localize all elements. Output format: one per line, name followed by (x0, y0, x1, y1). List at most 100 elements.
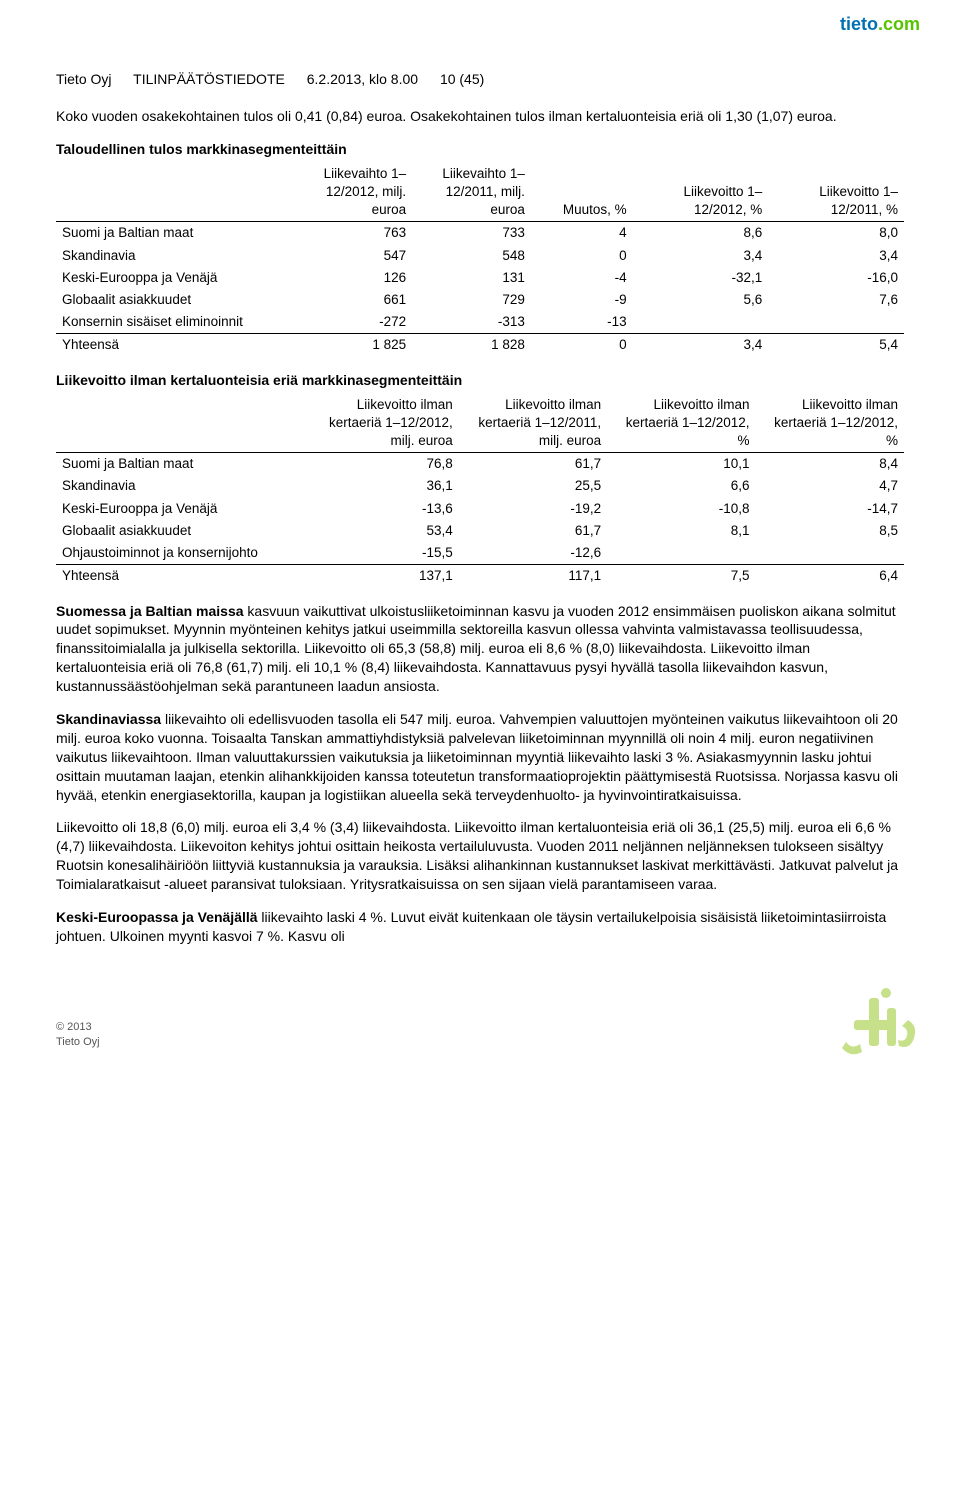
table-cell: 8,5 (756, 520, 904, 542)
table-cell: 0 (531, 245, 633, 267)
table-cell: -10,8 (607, 498, 755, 520)
table-row: Keski-Eurooppa ja Venäjä126131-4-32,1-16… (56, 267, 904, 289)
lead-finland: Suomessa ja Baltian maissa (56, 603, 244, 619)
table-cell: -19,2 (459, 498, 607, 520)
table-cell: 61,7 (459, 453, 607, 476)
table-cell: Skandinavia (56, 245, 293, 267)
lead-skandinavia: Skandinaviassa (56, 711, 161, 727)
t1-h1: Liikevaihto 1–12/2012, milj. euroa (293, 163, 412, 222)
table-cell: 36,1 (310, 475, 458, 497)
table-cell (607, 542, 755, 565)
table-cell: Keski-Eurooppa ja Venäjä (56, 267, 293, 289)
logo-prefix: tieto (840, 14, 878, 34)
table-cell: 61,7 (459, 520, 607, 542)
header-date: 6.2.2013, klo 8.00 (307, 71, 418, 87)
brand-logo-top: tieto.com (840, 12, 920, 36)
brand-logo-bottom (814, 980, 924, 1070)
t2-h2: Liikevoitto ilman kertaeriä 1–12/2011, m… (459, 394, 607, 453)
table-cell: 6,4 (756, 565, 904, 588)
table-cell: 8,1 (607, 520, 755, 542)
t1-h0 (56, 163, 293, 222)
table-cell: Suomi ja Baltian maat (56, 453, 310, 476)
paragraph-skandinavia: Skandinaviassa liikevaihto oli edellisvu… (56, 710, 904, 804)
table-cell: -13,6 (310, 498, 458, 520)
table-cell: -16,0 (768, 267, 904, 289)
table-cell: -313 (412, 311, 531, 334)
paragraph-finland: Suomessa ja Baltian maissa kasvuun vaiku… (56, 602, 904, 696)
table-row: Globaalit asiakkuudet53,461,78,18,5 (56, 520, 904, 542)
table-row: Yhteensä1 8251 82803,45,4 (56, 334, 904, 357)
table-cell: 3,4 (633, 334, 769, 357)
table-cell: 7,6 (768, 289, 904, 311)
t1-h2: Liikevaihto 1–12/2011, milj. euroa (412, 163, 531, 222)
table-cell: 0 (531, 334, 633, 357)
table-cell (768, 311, 904, 334)
lead-central-europe: Keski-Euroopassa ja Venäjällä (56, 909, 258, 925)
paragraph-central-europe: Keski-Euroopassa ja Venäjällä liikevaiht… (56, 908, 904, 946)
t2-h4: Liikevoitto ilman kertaeriä 1–12/2012, % (756, 394, 904, 453)
table-cell: Suomi ja Baltian maat (56, 222, 293, 245)
table-segment-op-excl: Liikevoitto ilman kertaeriä 1–12/2012, m… (56, 394, 904, 588)
table-cell: 547 (293, 245, 412, 267)
header-doctype: TILINPÄÄTÖSTIEDOTE (133, 71, 285, 87)
table-cell: Ohjaustoiminnot ja konsernijohto (56, 542, 310, 565)
table-cell: 8,4 (756, 453, 904, 476)
table-row: Skandinavia54754803,43,4 (56, 245, 904, 267)
table-cell (633, 311, 769, 334)
table-cell: 4 (531, 222, 633, 245)
table-row: Globaalit asiakkuudet661729-95,67,6 (56, 289, 904, 311)
footer-company: Tieto Oyj (56, 1035, 100, 1050)
table-cell: 53,4 (310, 520, 458, 542)
t1-h5: Liikevoitto 1–12/2011, % (768, 163, 904, 222)
table-cell: -272 (293, 311, 412, 334)
intro-paragraph: Koko vuoden osakekohtainen tulos oli 0,4… (56, 107, 904, 126)
table-cell: 5,6 (633, 289, 769, 311)
table-cell: 661 (293, 289, 412, 311)
paragraph-operating-profit: Liikevoitto oli 18,8 (6,0) milj. euroa e… (56, 818, 904, 894)
t2-h0 (56, 394, 310, 453)
table-cell: 8,0 (768, 222, 904, 245)
table-row: Keski-Eurooppa ja Venäjä-13,6-19,2-10,8-… (56, 498, 904, 520)
header-page: 10 (45) (440, 71, 484, 87)
table-cell: 1 825 (293, 334, 412, 357)
table-cell: -9 (531, 289, 633, 311)
table-cell: 25,5 (459, 475, 607, 497)
table-cell: -12,6 (459, 542, 607, 565)
t1-h3: Muutos, % (531, 163, 633, 222)
table-row: Konsernin sisäiset eliminoinnit-272-313-… (56, 311, 904, 334)
table-row: Ohjaustoiminnot ja konsernijohto-15,5-12… (56, 542, 904, 565)
table-cell: -15,5 (310, 542, 458, 565)
table-cell: 7,5 (607, 565, 755, 588)
t2-h3: Liikevoitto ilman kertaeriä 1–12/2012, % (607, 394, 755, 453)
table-cell: 117,1 (459, 565, 607, 588)
table2-title: Liikevoitto ilman kertaluonteisia eriä m… (56, 371, 904, 390)
table-cell: -4 (531, 267, 633, 289)
table-cell: 729 (412, 289, 531, 311)
footer-copyright: © 2013 (56, 1020, 100, 1035)
table-cell: 137,1 (310, 565, 458, 588)
table1-title: Taloudellinen tulos markkinasegmenteittä… (56, 140, 904, 159)
table-cell: 1 828 (412, 334, 531, 357)
header-company: Tieto Oyj (56, 71, 112, 87)
table-cell: -32,1 (633, 267, 769, 289)
table-cell: 5,4 (768, 334, 904, 357)
table-cell: 6,6 (607, 475, 755, 497)
document-header: Tieto Oyj TILINPÄÄTÖSTIEDOTE 6.2.2013, k… (56, 70, 904, 89)
body-skandinavia: liikevaihto oli edellisvuoden tasolla el… (56, 711, 898, 803)
table-cell: 548 (412, 245, 531, 267)
table-row: Skandinavia36,125,56,64,7 (56, 475, 904, 497)
table-cell: 76,8 (310, 453, 458, 476)
table-cell: 763 (293, 222, 412, 245)
logo-suffix: .com (878, 14, 920, 34)
table-cell: Keski-Eurooppa ja Venäjä (56, 498, 310, 520)
t1-h4: Liikevoitto 1–12/2012, % (633, 163, 769, 222)
table-cell: 126 (293, 267, 412, 289)
table-row: Suomi ja Baltian maat76,861,710,18,4 (56, 453, 904, 476)
table-cell: Yhteensä (56, 334, 293, 357)
table-cell: Yhteensä (56, 565, 310, 588)
table-cell: 4,7 (756, 475, 904, 497)
table-segment-results: Liikevaihto 1–12/2012, milj. euroa Liike… (56, 163, 904, 357)
t2-h1: Liikevoitto ilman kertaeriä 1–12/2012, m… (310, 394, 458, 453)
table-row: Suomi ja Baltian maat76373348,68,0 (56, 222, 904, 245)
table-cell: Globaalit asiakkuudet (56, 520, 310, 542)
